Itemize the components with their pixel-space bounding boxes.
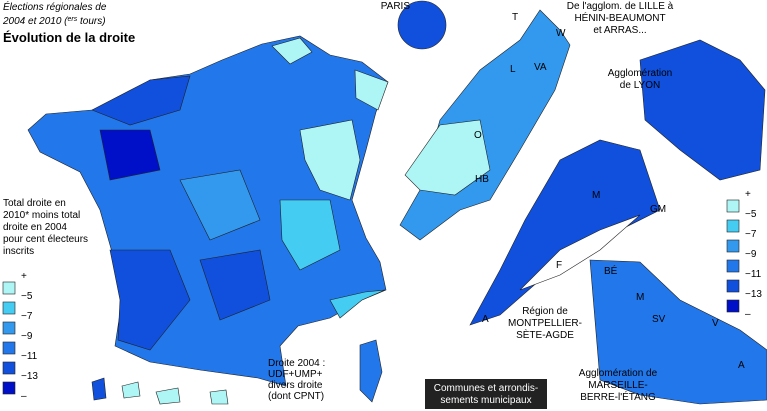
legend-label: −11 — [21, 351, 38, 362]
code: A — [738, 360, 745, 371]
title: 2004 et 2010 (ers tours) — [2, 16, 106, 27]
legend-swatch — [2, 301, 16, 315]
legend-swatch — [726, 259, 740, 273]
label: (dont CPNT) — [268, 391, 324, 402]
legend-label: −7 — [21, 311, 33, 322]
code: A — [482, 314, 489, 325]
legend-swatch — [2, 361, 16, 375]
legend-label: – — [745, 309, 751, 320]
label: droite en 2004 — [3, 222, 67, 233]
legend-swatch — [726, 199, 740, 213]
code: W — [556, 28, 566, 39]
code: BÉ — [604, 264, 618, 277]
label: Région de — [522, 306, 568, 317]
label: de LYON — [620, 80, 660, 91]
legend-swatch — [2, 321, 16, 335]
label: sements municipaux — [440, 395, 531, 406]
label: SÈTE-AGDE — [516, 328, 574, 341]
label: inscrits — [3, 246, 34, 257]
labels: Élections régionales de 2004 et 2010 (er… — [2, 0, 135, 45]
label: et ARRAS... — [593, 25, 646, 36]
legend-label: + — [745, 189, 751, 200]
code: SV — [652, 314, 666, 325]
label: Agglomération — [608, 68, 672, 79]
legend-label: −9 — [21, 331, 33, 342]
legend-swatch — [726, 239, 740, 253]
label: BERRE-l'ÉTANG — [580, 390, 656, 403]
label: 2010* moins total — [3, 210, 80, 221]
code: GM — [650, 204, 666, 215]
label: MARSEILLE- — [588, 380, 647, 391]
code: VA — [534, 62, 547, 73]
code: M — [636, 292, 644, 303]
legend-label: −5 — [21, 291, 33, 302]
legend-label: – — [21, 391, 27, 402]
legend-label: −13 — [745, 289, 762, 300]
footer-box — [425, 379, 547, 409]
code: O — [474, 130, 482, 141]
code: V — [712, 318, 719, 329]
title: Élections régionales de — [3, 0, 107, 13]
code: T — [512, 12, 518, 23]
label: Communes et arrondis- — [434, 383, 538, 394]
label: De l'agglom. de LILLE à — [567, 1, 674, 12]
label: PARIS — [381, 1, 411, 12]
label: divers droite — [268, 380, 323, 391]
label: HÉNIN-BEAUMONT — [574, 11, 665, 24]
legend-label: −11 — [745, 269, 762, 280]
label: MONTPELLIER- — [508, 318, 582, 329]
legend-label: −5 — [745, 209, 757, 220]
legend-swatch — [2, 341, 16, 355]
label: Agglomération de — [579, 368, 658, 379]
legend-label: −7 — [745, 229, 757, 240]
legend-swatch — [2, 381, 16, 395]
legend-swatch — [2, 281, 16, 295]
legend-swatch — [726, 219, 740, 233]
code: F — [556, 260, 562, 271]
code: HB — [475, 174, 489, 185]
code: M — [592, 190, 600, 201]
label: pour cent électeurs — [3, 234, 88, 245]
legend-label: + — [21, 271, 27, 282]
label: Droite 2004 : — [268, 358, 325, 369]
legend-swatch — [726, 299, 740, 313]
legend-label: −13 — [21, 371, 38, 382]
subtitle: Évolution de la droite — [3, 30, 135, 45]
france — [27, 35, 389, 405]
label: Total droite en — [3, 198, 66, 209]
legend-label: −9 — [745, 249, 757, 260]
code: L — [510, 64, 516, 75]
insets — [397, 0, 767, 405]
label: UDF+UMP+ — [268, 369, 323, 380]
legend-swatch — [726, 279, 740, 293]
